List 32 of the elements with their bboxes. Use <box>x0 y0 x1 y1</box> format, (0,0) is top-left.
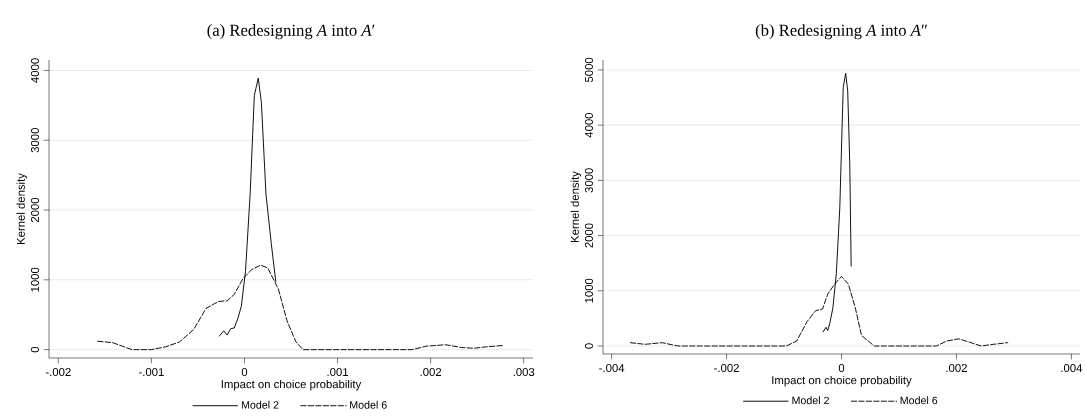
y-axis-title: Kernel density <box>16 173 28 244</box>
x-tick-label: .002 <box>946 364 967 373</box>
x-axis-title: Impact on choice probability <box>221 379 362 391</box>
x-tick-label: .003 <box>513 368 535 377</box>
x-axis-title: Impact on choice probability <box>772 375 912 387</box>
x-tick-label: -.002 <box>714 364 739 373</box>
y-tick-label: 1000 <box>584 278 593 303</box>
x-tick-label: -.004 <box>599 364 625 373</box>
y-tick-label: 0 <box>584 343 593 349</box>
y-tick-label: 0 <box>30 346 39 353</box>
y-tick-label: 1000 <box>30 267 39 292</box>
y-tick-label: 3000 <box>30 128 39 153</box>
x-tick-label: -.001 <box>138 368 164 377</box>
x-tick-label: 0 <box>838 364 845 373</box>
x-tick-label: .002 <box>420 368 442 377</box>
chart-title: (a) Redesigning A into A′ <box>207 24 375 40</box>
chart-title: (b) Redesigning A into A″ <box>755 24 927 40</box>
y-tick-label: 2000 <box>584 223 593 248</box>
y-axis-title: Kernel density <box>570 171 582 242</box>
y-tick-label: 5000 <box>584 57 593 83</box>
y-tick-label: 4000 <box>584 113 593 138</box>
legend-label: Model 2 <box>792 396 829 405</box>
legend-label: Model 6 <box>900 396 938 405</box>
y-tick-label: 2000 <box>30 197 39 223</box>
x-tick-label: -.002 <box>45 368 71 377</box>
x-tick-label: 0 <box>241 368 248 377</box>
x-tick-label: .001 <box>327 368 349 377</box>
legend-label: Model 2 <box>241 400 279 409</box>
y-tick-label: 3000 <box>584 168 593 193</box>
x-tick-label: .004 <box>1061 364 1083 373</box>
y-tick-label: 4000 <box>30 58 39 83</box>
legend-label: Model 6 <box>350 400 387 409</box>
